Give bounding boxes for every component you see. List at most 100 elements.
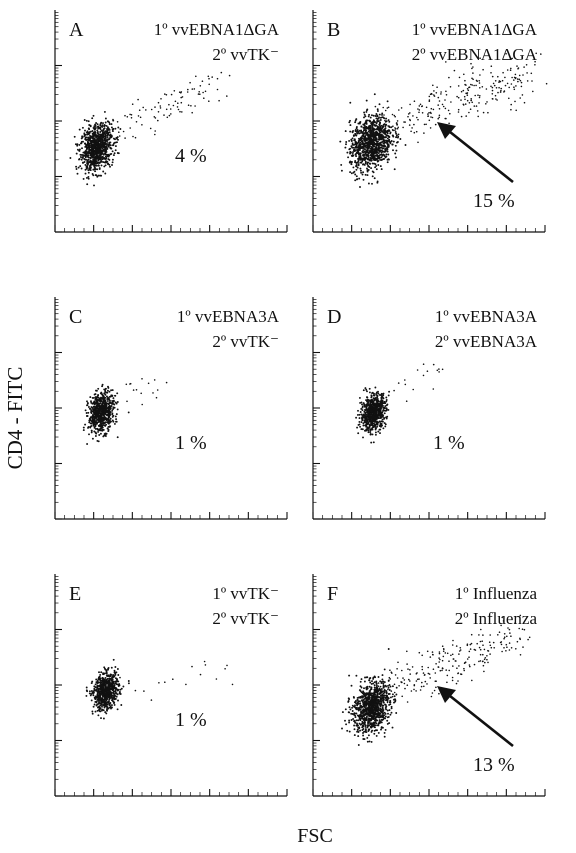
event-dot [111, 399, 114, 402]
event-dot [344, 130, 347, 133]
event-dot [81, 136, 84, 139]
event-dot [377, 152, 380, 155]
activated-event-dot [177, 108, 180, 111]
event-dot [345, 141, 348, 143]
event-dot [353, 734, 356, 737]
event-dot [379, 165, 382, 168]
event-dot [86, 152, 89, 154]
event-dot [383, 155, 386, 157]
event-dot [385, 404, 388, 407]
event-dot [102, 717, 105, 720]
activated-event-dot [416, 369, 419, 371]
event-dot [380, 416, 383, 419]
event-dot [376, 133, 379, 136]
event-dot [378, 136, 380, 139]
event-dot [363, 129, 365, 132]
activated-event-dot [463, 95, 466, 98]
event-dot [101, 407, 104, 410]
event-dot [106, 400, 109, 402]
activated-event-dot [391, 129, 394, 131]
event-dot [98, 397, 101, 400]
activated-event-dot [478, 96, 481, 99]
primary-stimulus-label: 1º vvTK⁻ [212, 584, 279, 603]
event-dot [357, 735, 360, 738]
event-dot [87, 411, 90, 414]
event-dot [104, 151, 107, 154]
y-axis-label: CD4 - FITC [3, 367, 27, 470]
event-dot [375, 117, 378, 120]
event-dot [375, 147, 378, 150]
activated-event-dot [445, 61, 447, 63]
event-dot [92, 114, 95, 117]
event-dot [82, 155, 85, 157]
event-dot [86, 690, 89, 693]
event-dot [357, 144, 360, 147]
event-dot [367, 414, 370, 417]
event-dot [367, 161, 370, 164]
event-dot [101, 687, 104, 690]
activated-event-dot [530, 72, 533, 75]
activated-event-dot [464, 98, 466, 101]
event-dot [106, 709, 108, 712]
event-dot [364, 160, 367, 163]
event-dot [103, 688, 106, 691]
event-dot [93, 138, 95, 141]
event-dot [364, 140, 367, 142]
event-dot [357, 137, 360, 140]
event-dot [351, 146, 354, 149]
event-dot [371, 182, 373, 185]
event-dot [356, 132, 359, 135]
event-dot [348, 161, 351, 164]
event-dot [380, 151, 383, 154]
event-dot [363, 429, 366, 432]
event-dot [350, 154, 353, 157]
activated-event-dot [515, 77, 517, 79]
event-dot [91, 410, 94, 413]
event-dot [109, 141, 112, 144]
event-dot [356, 128, 359, 131]
percent-label: 1 % [433, 432, 465, 454]
activated-event-dot [491, 89, 494, 92]
event-dot [376, 131, 379, 134]
event-dot [357, 432, 360, 435]
event-dot [100, 153, 102, 156]
event-dot [97, 689, 100, 691]
event-dot [376, 398, 379, 400]
event-dot [365, 157, 368, 160]
activated-event-dot [460, 115, 463, 118]
event-dot [106, 698, 109, 700]
activated-event-dot [523, 101, 526, 104]
activated-event-dot [510, 103, 512, 106]
event-dot [104, 124, 106, 127]
event-dot [111, 158, 114, 161]
event-dot [385, 408, 388, 411]
activated-event-dot [419, 103, 422, 106]
event-dot [114, 415, 117, 418]
event-dot [95, 148, 98, 151]
event-dot [91, 117, 94, 120]
event-dot [97, 428, 99, 431]
activated-event-dot [382, 106, 385, 109]
event-dot [99, 151, 102, 154]
event-dot [110, 147, 113, 150]
event-dot [101, 705, 103, 708]
activated-event-dot [400, 107, 403, 109]
event-dot [108, 416, 111, 419]
activated-event-dot [463, 73, 465, 76]
event-dot [359, 141, 362, 144]
activated-event-dot [513, 79, 515, 81]
event-dot [366, 427, 369, 430]
event-dot [362, 178, 365, 181]
event-dot [386, 161, 389, 164]
event-dot [103, 392, 106, 395]
event-dot [373, 148, 376, 151]
event-dot [373, 686, 376, 689]
event-dot [101, 152, 104, 155]
event-dot [372, 140, 375, 143]
event-dot [360, 130, 363, 133]
event-dot [367, 158, 370, 160]
event-dot [93, 430, 96, 433]
event-dot [371, 415, 374, 418]
